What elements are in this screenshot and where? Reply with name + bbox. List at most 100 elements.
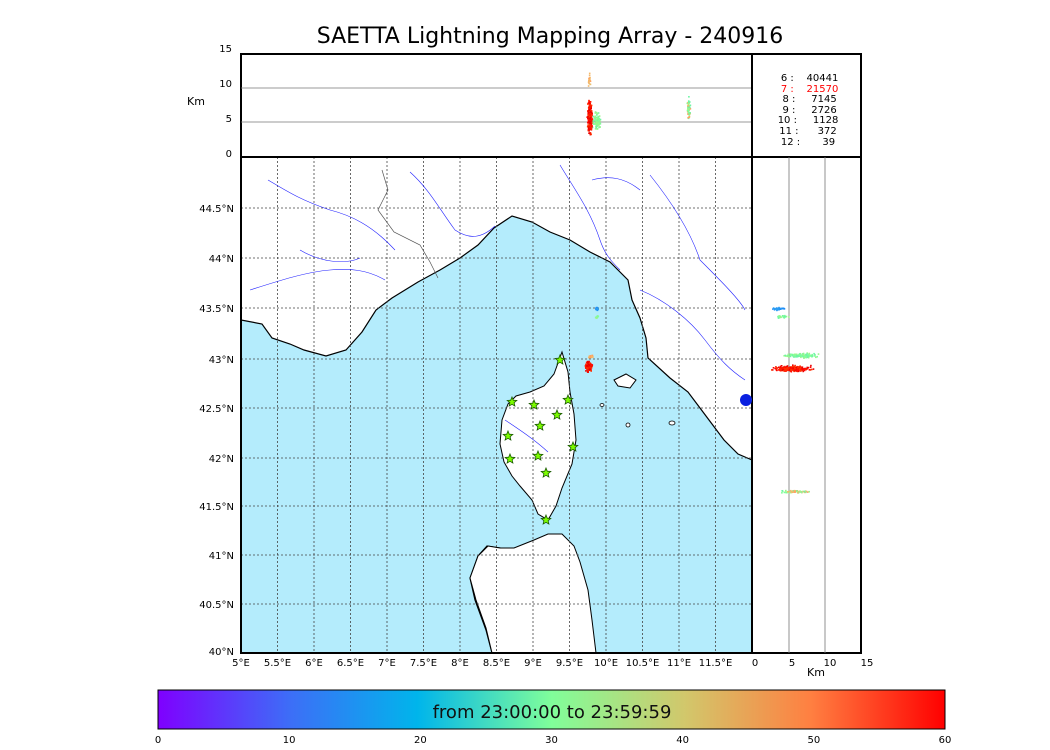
side-point — [806, 353, 808, 355]
altitude-point — [687, 111, 690, 114]
lightning-point — [596, 309, 599, 312]
altitude-point — [596, 121, 598, 123]
alt-axis-label: Km — [187, 95, 205, 108]
altitude-point — [594, 119, 597, 121]
side-point — [795, 490, 797, 492]
side-point — [810, 364, 812, 367]
lightning-point — [585, 370, 587, 372]
altitude-point — [688, 101, 690, 104]
altitude-point — [588, 113, 590, 115]
side-point — [799, 367, 801, 369]
altitude-point — [598, 126, 600, 129]
lat-labels: 44.5°N 44°N 43.5°N 43°N 42.5°N 42°N 41.5°N 41°N… — [199, 204, 234, 658]
lightning-point — [590, 370, 592, 372]
side-point — [781, 307, 783, 310]
side-point — [779, 316, 782, 318]
station-star-icon — [562, 393, 574, 405]
altitude-point — [587, 85, 590, 87]
lon-label: 6°E — [305, 658, 323, 669]
lon-label: 5°E — [232, 658, 250, 669]
side-point — [790, 370, 792, 372]
side-point — [802, 490, 804, 493]
altitude-point — [598, 117, 601, 120]
side-point — [789, 355, 792, 358]
colorbar-tick: 60 — [939, 735, 952, 746]
rivers — [249, 164, 746, 453]
altitude-point — [587, 117, 589, 120]
altitude-point — [588, 132, 590, 134]
side-point — [806, 356, 809, 359]
side-point — [801, 368, 803, 370]
side-point — [783, 317, 786, 319]
altitude-point — [689, 104, 692, 107]
station-count-row: 6 : 40441 — [777, 73, 839, 84]
side-point — [782, 315, 784, 318]
altitude-point — [593, 119, 595, 122]
altitude-point — [594, 115, 597, 118]
side-point — [807, 366, 810, 369]
side-point — [779, 366, 782, 369]
lon-label: 8.5°E — [483, 658, 510, 669]
lightning-point — [589, 368, 591, 370]
side-point — [783, 368, 785, 371]
side-point — [781, 369, 784, 371]
side-point — [803, 490, 805, 493]
altitude-point — [594, 123, 596, 125]
station-star-icon — [502, 429, 514, 441]
side-point — [805, 490, 808, 493]
lat-label: 42°N — [209, 454, 234, 465]
lightning-point — [597, 308, 599, 311]
altitude-point — [589, 132, 592, 134]
side-axis-label: Km — [807, 666, 825, 679]
side-point — [795, 354, 798, 357]
side-point — [798, 368, 801, 370]
altitude-point — [590, 121, 593, 123]
altitude-point — [595, 127, 597, 130]
altitude-point — [589, 108, 592, 111]
lightning-point — [590, 355, 593, 358]
altitude-point — [687, 103, 690, 105]
station-star-icon — [567, 440, 579, 452]
side-point — [794, 364, 796, 367]
side-tick-0: 0 — [752, 658, 758, 669]
lightning-point — [590, 363, 592, 365]
altitude-point — [589, 122, 592, 124]
side-point — [798, 353, 801, 355]
station-star-icon — [528, 398, 540, 410]
altitude-point — [596, 128, 599, 130]
side-point — [794, 354, 796, 357]
side-points — [771, 306, 820, 494]
lightning-points — [584, 306, 600, 373]
side-point — [786, 491, 788, 494]
side-point — [815, 356, 817, 359]
side-point — [806, 366, 808, 369]
alt-tick-5: 5 — [226, 114, 232, 125]
altitude-point — [689, 108, 692, 110]
lat-label: 42.5°N — [199, 404, 234, 415]
side-tick-15: 15 — [861, 658, 874, 669]
altitude-point — [597, 122, 599, 124]
altitude-point — [594, 111, 597, 113]
altitude-point — [593, 116, 596, 119]
colorbar-tick: 20 — [414, 735, 427, 746]
side-point — [781, 490, 783, 492]
colorbar-label: from 23:00:00 to 23:59:59 — [432, 702, 672, 723]
side-point — [781, 492, 783, 494]
side-point — [800, 356, 802, 359]
side-point — [778, 366, 780, 369]
side-point — [801, 366, 804, 368]
altitude-point — [589, 104, 591, 106]
lightning-point — [585, 363, 588, 366]
side-point — [796, 366, 798, 368]
lightning-point — [589, 366, 592, 369]
altitude-point — [587, 103, 589, 105]
side-altitude-panel: 0 5 10 15 Km — [740, 156, 874, 679]
side-point — [772, 308, 774, 310]
lat-label: 41.5°N — [199, 502, 234, 513]
side-point — [809, 369, 812, 371]
altitude-point — [689, 112, 691, 114]
altitude-point — [590, 107, 592, 110]
side-point — [797, 370, 800, 373]
side-point — [785, 315, 788, 318]
